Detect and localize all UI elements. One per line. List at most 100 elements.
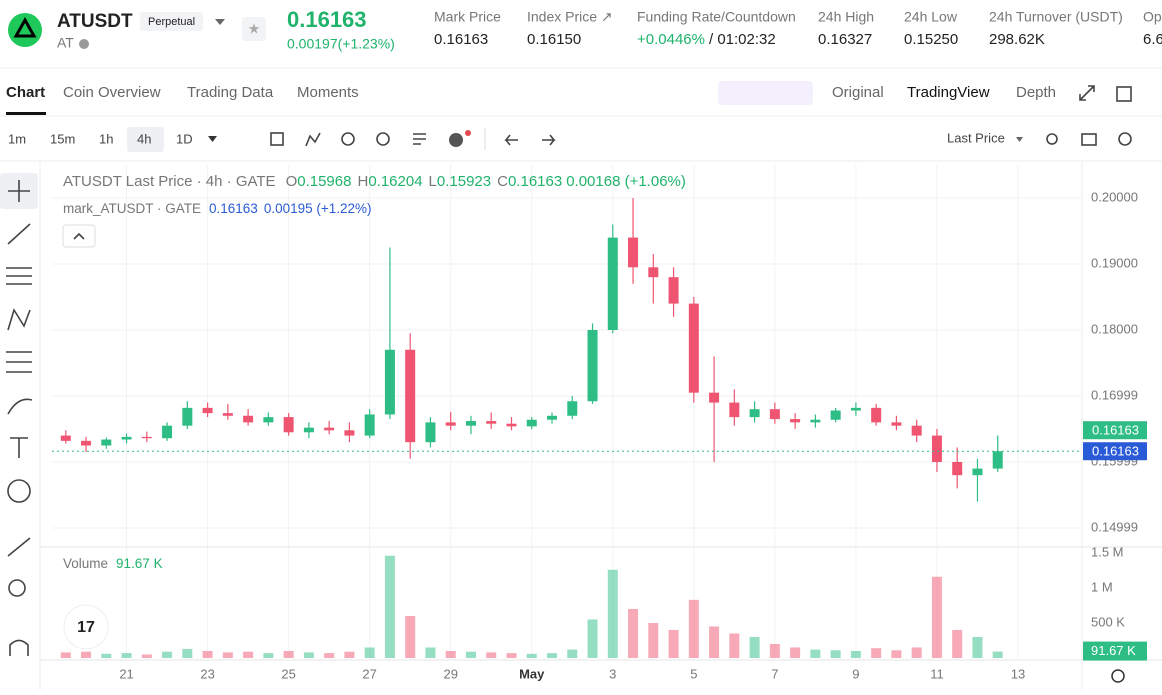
replay-icon[interactable] — [376, 132, 390, 146]
mark-name: mark_ATUSDT · GATE — [63, 201, 201, 216]
stat-value-main: 0.15250 — [904, 31, 958, 48]
layout-icon[interactable] — [413, 133, 426, 145]
undo-icon[interactable] — [504, 134, 518, 146]
candle-body — [405, 349, 416, 443]
interval[interactable]: 1h — [99, 131, 113, 146]
interval[interactable]: 1D — [176, 131, 193, 146]
candle-body — [668, 277, 679, 304]
interval-dropdown[interactable] — [208, 136, 217, 142]
text-tool[interactable] — [10, 437, 28, 458]
ohlc-key: O — [286, 173, 298, 190]
volume-tick-label: 1.5 M — [1091, 544, 1124, 559]
star-btn[interactable] — [242, 17, 266, 41]
y-tick-label: 0.20000 — [1091, 189, 1138, 204]
zoom-tool[interactable] — [8, 579, 26, 597]
volume-bar — [911, 647, 922, 658]
x-tick-label: 5 — [690, 666, 697, 681]
volume-bar — [60, 652, 71, 658]
ohlc-value: 0.15968 — [297, 173, 351, 190]
candle-icon[interactable] — [270, 132, 284, 146]
expand-icon[interactable] — [1079, 85, 1095, 101]
ruler-tool[interactable] — [7, 537, 31, 557]
collapse-btn[interactable] — [62, 224, 96, 248]
x-tick-label: 25 — [281, 666, 295, 681]
right-tab[interactable]: TradingView — [907, 84, 990, 101]
volume-bar — [405, 615, 416, 658]
interval[interactable]: 4h — [137, 131, 151, 146]
volume-last: 91.67 K — [116, 556, 163, 571]
candle-body — [729, 402, 740, 418]
alert-icon[interactable] — [341, 132, 355, 146]
y-tick-label: 0.18000 — [1091, 321, 1138, 336]
right-tab[interactable]: Depth — [1016, 84, 1056, 101]
candle-body — [871, 407, 882, 423]
ohlc-value: 0.15923 — [437, 173, 491, 190]
candle-body — [769, 409, 780, 420]
candle-body — [526, 419, 537, 427]
collapse-icon — [73, 232, 85, 240]
redo-icon[interactable] — [542, 134, 556, 146]
crosshair-tool[interactable] — [8, 180, 30, 202]
price-type[interactable]: Last Price — [947, 130, 1005, 145]
settings-gear[interactable] — [1111, 669, 1125, 683]
candle-body — [911, 425, 922, 436]
volume-bar — [607, 569, 618, 658]
search-icon[interactable] — [1046, 133, 1058, 145]
indicator-icon[interactable] — [305, 132, 321, 147]
tab[interactable]: Chart — [6, 84, 45, 101]
sub: AT — [57, 35, 74, 51]
stat-label: 24h Low — [904, 9, 958, 25]
candle-body — [709, 392, 720, 403]
candle-body — [324, 427, 335, 431]
volume-bar — [871, 648, 882, 658]
window-icon[interactable] — [1116, 86, 1132, 102]
emoji-tool[interactable] — [7, 479, 31, 503]
y-tick-label: 0.19000 — [1091, 255, 1138, 270]
stat-label: 24h High — [818, 9, 874, 25]
magnet-tool[interactable] — [9, 639, 29, 657]
volume-bar — [506, 653, 517, 658]
tab[interactable]: Trading Data — [187, 84, 274, 101]
volume-title: Volume — [63, 556, 108, 571]
symbol[interactable]: ATUSDT — [57, 11, 133, 32]
candle-body — [952, 461, 963, 476]
price-type-dropdown[interactable] — [1016, 137, 1023, 142]
pattern-tool[interactable] — [7, 308, 31, 331]
candle-body — [891, 422, 902, 426]
fib-tool[interactable] — [6, 267, 32, 285]
x-tick-label: 13 — [1011, 666, 1025, 681]
stat-value-main: 6.6 — [1143, 31, 1162, 48]
volume-bar — [465, 651, 476, 658]
stat-value-extra: / 01:02:32 — [709, 31, 776, 48]
volume-last-label: 91.67 K — [1091, 643, 1136, 658]
interval[interactable]: 1m — [8, 131, 26, 146]
right-tab[interactable]: Original — [832, 84, 884, 101]
line-tool[interactable] — [7, 223, 31, 245]
volume-legend: Volume 91.67 K — [63, 556, 163, 571]
volume-bar — [769, 643, 780, 658]
stat-label: Funding Rate/Countdown — [637, 9, 796, 25]
interval-active — [127, 127, 164, 152]
volume-bar — [952, 629, 963, 658]
tab[interactable]: Moments — [297, 84, 359, 101]
volume-bar — [384, 555, 395, 658]
projection-tool[interactable] — [6, 351, 32, 373]
add-icon[interactable] — [449, 133, 463, 147]
volume-bar — [567, 649, 578, 658]
dropdown[interactable] — [215, 19, 225, 25]
tab[interactable]: Coin Overview — [63, 84, 161, 101]
ohlc-key: L — [429, 173, 437, 190]
logo — [8, 13, 42, 47]
candle-body — [749, 409, 760, 418]
info-icon[interactable] — [79, 39, 89, 49]
interval[interactable]: 15m — [50, 131, 75, 146]
volume-bar — [445, 650, 456, 658]
candle-body — [850, 407, 861, 411]
stat-value: 0.16327 — [818, 31, 872, 48]
volume-bar — [891, 650, 902, 658]
settings-icon[interactable] — [1118, 132, 1132, 146]
candle-body — [344, 430, 355, 436]
brush-tool[interactable] — [7, 398, 33, 415]
camera-icon[interactable] — [1081, 133, 1097, 146]
volume-bar — [810, 649, 821, 658]
